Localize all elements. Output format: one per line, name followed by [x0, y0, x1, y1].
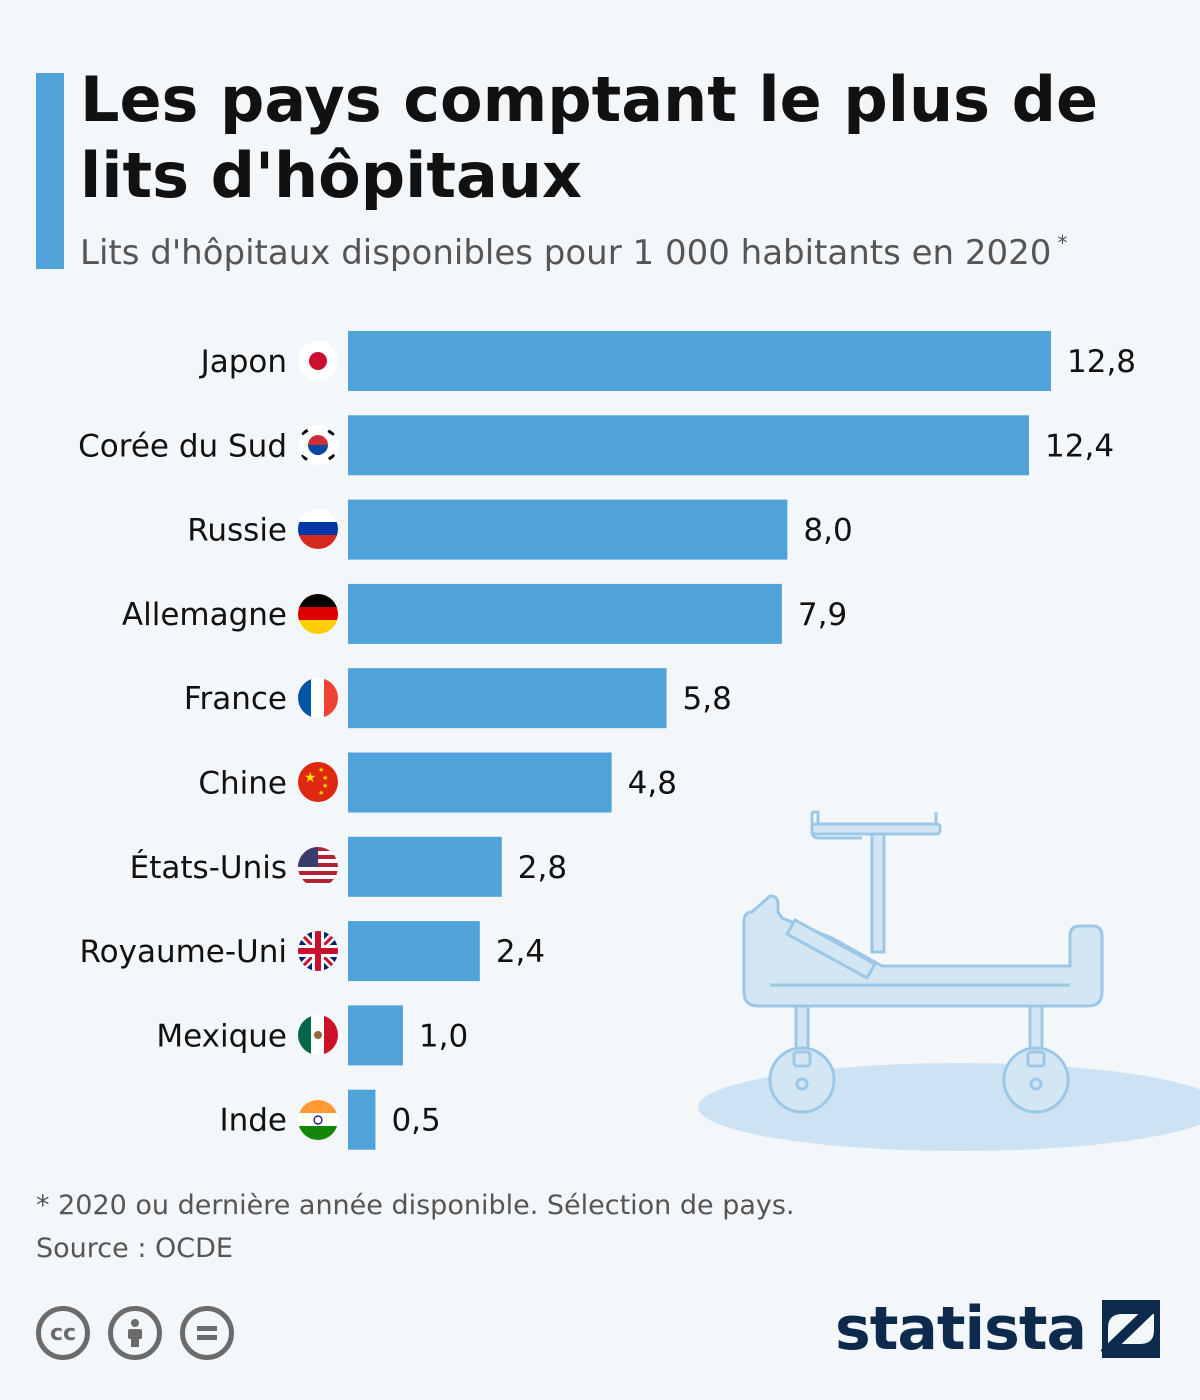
bar-inde: [348, 1089, 376, 1150]
bar-etats-unis: [348, 836, 502, 897]
subtitle-text: Lits d'hôpitaux disponibles pour 1 000 h…: [80, 233, 1052, 273]
statista-logo[interactable]: statista: [835, 1294, 1162, 1364]
russia-flag-icon: [298, 509, 338, 549]
bar-france: [348, 668, 667, 729]
bar-japon: [348, 331, 1051, 391]
brand-name: statista: [834, 1294, 1087, 1364]
uk-flag-icon: [298, 931, 338, 971]
south-korea-flag-icon: [298, 425, 338, 465]
value-label-russie: 8,0: [803, 513, 852, 549]
source-note: Source : OCDE: [36, 1233, 233, 1264]
attribution-icon[interactable]: [108, 1306, 162, 1360]
mexico-flag-icon: [298, 1015, 338, 1055]
china-flag-icon: ★ ★ ★ ★ ★: [298, 762, 338, 802]
bar-chine: [348, 752, 612, 813]
category-label-etats-unis: États-Unis: [130, 850, 287, 886]
footnote: * 2020 ou dernière année disponible. Sél…: [36, 1190, 795, 1221]
germany-flag-icon: [298, 594, 338, 634]
value-label-mexique: 1,0: [419, 1018, 468, 1054]
bars-group: Japon 12,8 Corée du Sud 12,4 Russie 8,0 Allema…: [78, 331, 1136, 1150]
category-label-japon: Japon: [199, 344, 287, 380]
cc-icon[interactable]: cc: [36, 1306, 90, 1360]
india-flag-icon: [298, 1100, 338, 1140]
category-label-allemagne: Allemagne: [122, 597, 287, 633]
bar-mexique: [348, 1005, 403, 1066]
category-label-inde: Inde: [219, 1103, 287, 1139]
svg-text:★: ★: [322, 782, 328, 790]
chart-subtitle: Lits d'hôpitaux disponibles pour 1 000 h…: [80, 231, 1068, 273]
bar-royaume-uni: [348, 921, 480, 982]
category-label-france: France: [184, 681, 287, 717]
bar-coree-du-sud: [348, 415, 1030, 476]
value-label-allemagne: 7,9: [798, 597, 847, 633]
hospital-bed-illustration: [698, 810, 1200, 1151]
value-label-inde: 0,5: [391, 1103, 440, 1139]
value-label-etats-unis: 2,8: [518, 850, 567, 886]
category-label-mexique: Mexique: [156, 1018, 287, 1054]
subtitle-footnote-marker: *: [1057, 231, 1068, 255]
svg-text:★: ★: [318, 766, 324, 774]
equals-icon: [197, 1326, 217, 1340]
accent-bar: [36, 73, 64, 269]
svg-text:★: ★: [318, 789, 324, 797]
usa-flag-icon: [298, 847, 338, 887]
value-label-japon: 12,8: [1067, 344, 1136, 380]
category-label-coree-du-sud: Corée du Sud: [78, 428, 287, 464]
statista-logo-icon: [1100, 1300, 1160, 1358]
france-flag-icon: [298, 678, 338, 718]
svg-text:★: ★: [322, 774, 328, 782]
category-label-russie: Russie: [187, 513, 287, 549]
svg-text:★: ★: [304, 770, 317, 786]
value-label-france: 5,8: [683, 681, 732, 717]
person-icon: [128, 1319, 142, 1347]
value-label-chine: 4,8: [628, 766, 677, 802]
japan-flag-icon: [298, 341, 338, 381]
bar-allemagne: [348, 583, 782, 644]
value-label-coree-du-sud: 12,4: [1045, 428, 1114, 464]
no-derivatives-icon[interactable]: [180, 1306, 234, 1360]
category-label-chine: Chine: [198, 766, 287, 802]
category-label-royaume-uni: Royaume-Uni: [79, 934, 287, 970]
value-label-royaume-uni: 2,4: [496, 934, 545, 970]
bar-russie: [348, 499, 788, 560]
chart-title: Les pays comptant le plus de lits d'hôpi…: [80, 63, 1099, 212]
